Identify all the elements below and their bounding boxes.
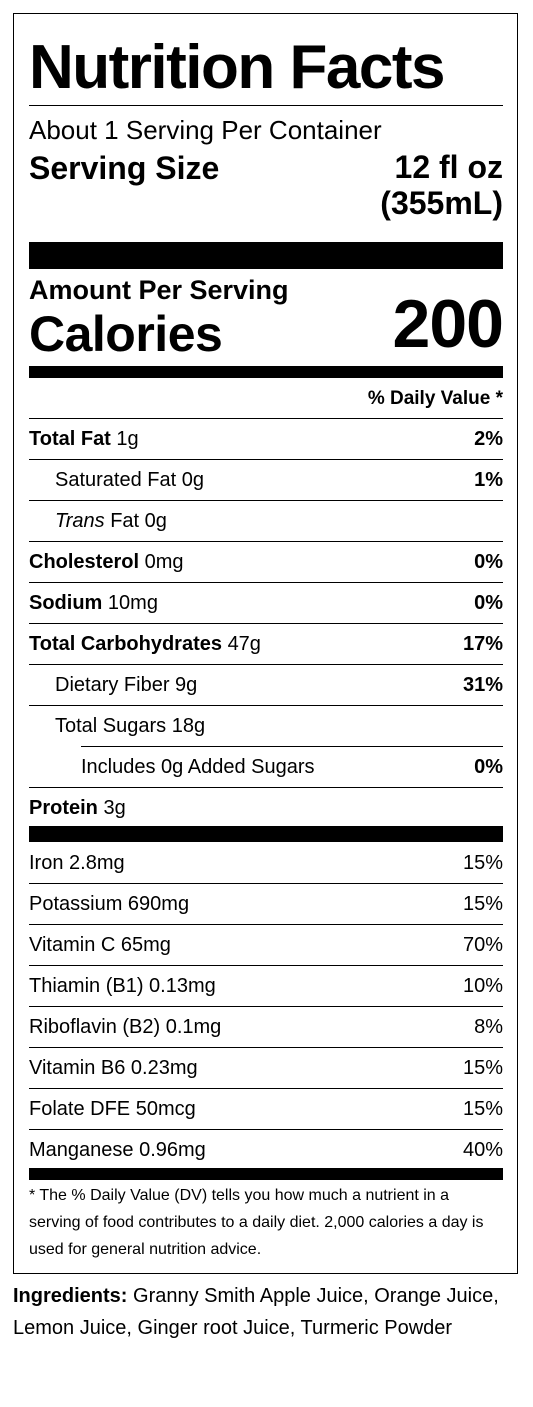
medium-divider [29, 1168, 503, 1180]
nutrient-name: Total Fat [29, 427, 111, 450]
nutrient-name-suffix: Fat [110, 509, 140, 532]
vitamin-row-vitamin-c: Vitamin C 65mg 70% [29, 925, 503, 965]
nutrient-name: Protein [29, 796, 98, 819]
row-divider [29, 418, 503, 419]
ingredients-text: Granny Smith Apple Juice, Orange Juice, … [13, 1285, 499, 1339]
label-title: Nutrition Facts [29, 33, 445, 102]
vitamin-row-folate: Folate DFE 50mcg 15% [29, 1089, 503, 1129]
nutrient-amount: 18g [171, 714, 206, 737]
nutrient-dv: 17% [462, 632, 503, 655]
nutrient-amount: 1g [116, 427, 139, 450]
nutrient-row-dietary-fiber: Dietary Fiber 9g 31% [29, 665, 503, 705]
vitamin-row-potassium: Potassium 690mg 15% [29, 884, 503, 924]
nutrient-row-sodium: Sodium 10mg 0% [29, 583, 503, 623]
row-divider [29, 883, 503, 884]
vitamin-name: Vitamin C 65mg [29, 933, 171, 956]
row-divider [81, 746, 503, 747]
nutrient-name: Cholesterol [29, 550, 140, 573]
nutrient-amount: 0g [144, 509, 167, 532]
row-divider [29, 1006, 503, 1007]
vitamin-row-thiamin: Thiamin (B1) 0.13mg 10% [29, 966, 503, 1006]
nutrient-amount: 47g [227, 632, 261, 655]
nutrient-name: Dietary Fiber [55, 673, 170, 696]
row-divider [29, 582, 503, 583]
row-divider [29, 1088, 503, 1089]
nutrient-row-saturated-fat: Saturated Fat 0g 1% [29, 460, 503, 500]
amount-per-serving: Amount Per Serving [29, 275, 289, 305]
vitamin-dv: 40% [462, 1138, 503, 1161]
vitamin-dv: 8% [474, 1015, 503, 1038]
vitamin-name: Thiamin (B1) 0.13mg [29, 974, 216, 997]
row-divider [29, 500, 503, 501]
daily-value-header: % Daily Value * [367, 388, 503, 409]
nutrient-row-total-carbohydrates: Total Carbohydrates 47g 17% [29, 624, 503, 664]
row-divider [29, 1047, 503, 1048]
nutrient-dv: 0% [474, 591, 503, 614]
nutrient-name: Sodium [29, 591, 103, 614]
serving-size-label: Serving Size [29, 150, 220, 186]
vitamin-name: Iron 2.8mg [29, 851, 125, 874]
nutrient-dv: 1% [474, 468, 503, 491]
nutrient-amount: 10mg [107, 591, 158, 614]
vitamin-dv: 10% [462, 974, 503, 997]
daily-value-footnote: * The % Daily Value (DV) tells you how m… [29, 1187, 484, 1258]
nutrient-row-trans-fat: Trans Fat 0g [29, 501, 503, 541]
ingredients-label: Ingredients: [13, 1285, 128, 1307]
nutrient-amount: 0mg [144, 550, 184, 573]
nutrient-row-cholesterol: Cholesterol 0mg 0% [29, 542, 503, 582]
vitamin-dv: 15% [462, 1056, 503, 1079]
row-divider [29, 924, 503, 925]
vitamin-row-riboflavin: Riboflavin (B2) 0.1mg 8% [29, 1007, 503, 1047]
nutrient-name: Saturated Fat [55, 468, 177, 491]
vitamin-name: Folate DFE 50mcg [29, 1097, 196, 1120]
ingredients: Ingredients: Granny Smith Apple Juice, O… [13, 1280, 503, 1344]
row-divider [29, 623, 503, 624]
calories-label: Calories [29, 306, 223, 362]
vitamin-dv: 15% [462, 892, 503, 915]
row-divider [29, 787, 503, 788]
vitamin-row-manganese: Manganese 0.96mg 40% [29, 1130, 503, 1170]
nutrient-name: Total Carbohydrates [29, 632, 222, 655]
row-divider [29, 541, 503, 542]
vitamin-dv: 15% [462, 1097, 503, 1120]
nutrient-dv: 31% [462, 673, 503, 696]
serving-size-volume: 12 fl oz [394, 149, 503, 185]
serving-size-metric: (355mL) [380, 185, 503, 221]
nutrient-amount: 3g [103, 796, 126, 819]
vitamin-name: Potassium 690mg [29, 892, 190, 915]
row-divider [29, 664, 503, 665]
row-divider [29, 459, 503, 460]
nutrient-name: Trans [55, 509, 105, 532]
vitamin-dv: 70% [462, 933, 503, 956]
vitamin-name: Vitamin B6 0.23mg [29, 1056, 198, 1079]
vitamin-row-iron: Iron 2.8mg 15% [29, 843, 503, 883]
nutrient-row-total-fat: Total Fat 1g 2% [29, 419, 503, 459]
vitamin-row-vitamin-b6: Vitamin B6 0.23mg 15% [29, 1048, 503, 1088]
thick-divider [29, 242, 503, 269]
vitamin-name: Riboflavin (B2) 0.1mg [29, 1015, 222, 1038]
nutrient-name: Total Sugars [55, 714, 167, 737]
row-divider [29, 965, 503, 966]
nutrient-name: Includes 0g Added Sugars [81, 755, 315, 778]
row-divider [29, 1129, 503, 1130]
nutrition-facts-label: Nutrition Facts About 1 Serving Per Cont… [13, 13, 518, 1274]
title-divider [29, 105, 503, 106]
nutrient-dv: 2% [474, 427, 503, 450]
nutrient-amount: 9g [175, 673, 198, 696]
nutrient-dv: 0% [474, 755, 503, 778]
row-divider [29, 705, 503, 706]
nutrient-row-protein: Protein 3g [29, 788, 503, 828]
calories-value: 200 [392, 286, 504, 362]
nutrient-dv: 0% [474, 550, 503, 573]
vitamin-dv: 15% [462, 851, 503, 874]
nutrient-amount: 0g [181, 468, 204, 491]
serving-size-value: 12 fl oz (355mL) [380, 149, 503, 221]
servings-per-container: About 1 Serving Per Container [29, 115, 382, 145]
vitamin-name: Manganese 0.96mg [29, 1138, 206, 1161]
medium-divider [29, 366, 503, 378]
nutrient-row-total-sugars: Total Sugars 18g [29, 706, 503, 746]
label-content: Nutrition Facts About 1 Serving Per Cont… [29, 14, 504, 1273]
nutrient-row-added-sugars: Includes 0g Added Sugars 0% [29, 747, 503, 787]
thick-divider [29, 826, 503, 842]
